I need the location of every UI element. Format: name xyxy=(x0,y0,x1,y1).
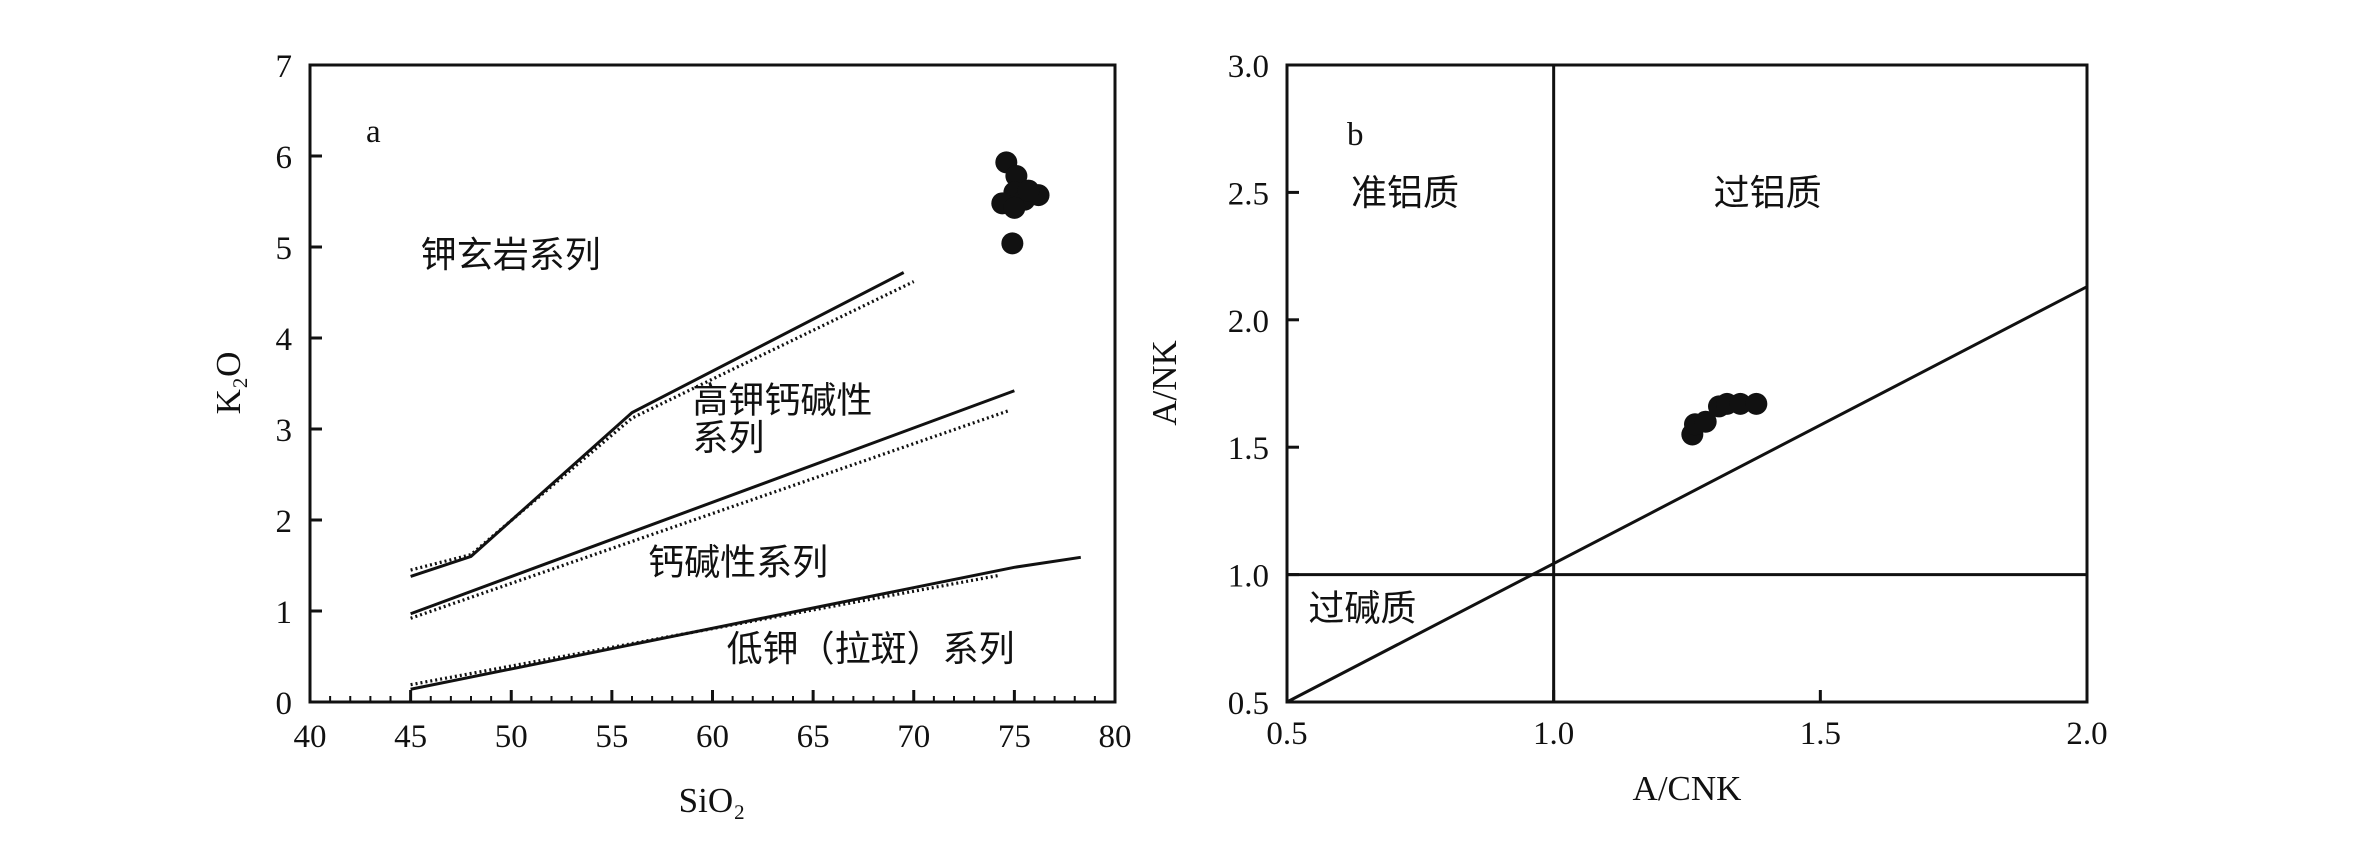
panel-b-y-axis-title: A/NK xyxy=(1145,340,1184,426)
panel-a-y-tick-label: 1 xyxy=(276,595,293,631)
panel-a-data-point xyxy=(1005,165,1028,188)
panel-b-data-point xyxy=(1745,392,1768,415)
panel-a-region-label: 低钾（拉斑）系列 xyxy=(727,629,1015,669)
panel-a-x-tick-label: 60 xyxy=(696,719,729,755)
panel-a-dotted-boundary-line xyxy=(410,409,1009,620)
panel-a-solid-boundary-line xyxy=(410,555,1082,691)
panel-a-region-label: 钾玄岩系列 xyxy=(421,235,601,275)
panel-a-label: a xyxy=(366,114,381,150)
panel-b-y-tick-label: 3.0 xyxy=(1228,49,1269,85)
panel-b-x-tick-label: 2.0 xyxy=(2066,716,2107,752)
panel-b-label: b xyxy=(1347,117,1364,153)
panel-b-plot-frame xyxy=(1285,63,2089,704)
panel-b-boundary-lines xyxy=(1286,65,2088,704)
panel-b-ticks: 0.5 1.0 1.5 2.0 0.5 1.0 1.5 2.0 2.5 3.0 xyxy=(1228,49,2108,752)
panel-b-y-tick-label: 1.5 xyxy=(1228,431,1269,467)
panel-a-data-point xyxy=(1001,232,1024,255)
panel-b-chart: 0.5 1.0 1.5 2.0 0.5 1.0 1.5 2.0 2.5 3.0 准铝质 过铝质过碱质… xyxy=(1145,49,2108,808)
panel-b-y-tick-label: 0.5 xyxy=(1228,686,1269,722)
panel-a-x-tick-label: 65 xyxy=(797,719,830,755)
panel-a-x-tick-label: 80 xyxy=(1099,719,1132,755)
panel-b-x-axis-title: A/CNK xyxy=(1633,769,1742,808)
panel-a-x-tick-label: 55 xyxy=(595,719,628,755)
panel-b-y-tick-label: 1.0 xyxy=(1228,559,1269,595)
panel-b-x-tick-label: 0.5 xyxy=(1266,716,1307,752)
panel-a-data-point xyxy=(1017,179,1040,202)
panel-a-boundary-lines xyxy=(410,271,1082,691)
panel-b-y-tick-label: 2.0 xyxy=(1228,304,1269,340)
panel-a-solid-boundary-line xyxy=(410,271,905,578)
panel-a-x-tick-label: 45 xyxy=(394,719,427,755)
panel-a-solid-boundary-line xyxy=(410,389,1015,616)
panel-a-y-tick-label: 4 xyxy=(276,322,293,358)
panel-a-y-tick-label: 3 xyxy=(276,413,293,449)
panel-b-data-point xyxy=(1694,410,1717,433)
panel-b-region-label: 过铝质 xyxy=(1714,173,1822,213)
panel-b-data-points xyxy=(1681,392,1768,446)
panel-a-y-tick-label: 6 xyxy=(276,140,293,176)
panel-a-y-tick-label: 0 xyxy=(276,686,293,722)
panel-b-solid-boundary-line xyxy=(1286,285,2088,704)
panel-a-y-axis-title: K₂O xyxy=(209,352,248,415)
panel-b-x-tick-label: 1.0 xyxy=(1533,716,1574,752)
panel-b-region-label: 准铝质 xyxy=(1351,173,1459,213)
panel-a-region-label: 系列 xyxy=(692,418,764,458)
panel-a-x-tick-label: 75 xyxy=(998,719,1031,755)
panel-a-data-point xyxy=(1003,196,1026,219)
panel-b-region-label: 过碱质 xyxy=(1308,588,1416,628)
panel-a-x-tick-label: 50 xyxy=(495,719,528,755)
panel-a-y-tick-label: 7 xyxy=(276,49,293,85)
panel-b-y-tick-label: 2.5 xyxy=(1228,176,1269,212)
panel-a-x-axis-title: SiO₂ xyxy=(679,781,746,820)
panel-a-x-tick-label: 40 xyxy=(294,719,327,755)
panel-b-data-point xyxy=(1729,392,1752,415)
panel-a-data-points xyxy=(991,151,1050,255)
panel-a-y-tick-label: 2 xyxy=(276,504,293,540)
panel-a-region-label: 钙碱性系列 xyxy=(648,543,828,583)
panel-a-x-tick-label: 70 xyxy=(897,719,930,755)
panel-a-dotted-boundary-line xyxy=(410,280,915,572)
panel-a-y-tick-label: 5 xyxy=(276,231,293,267)
panel-b-x-tick-label: 1.5 xyxy=(1800,716,1841,752)
panel-a-region-label: 高钾钙碱性 xyxy=(692,381,872,421)
